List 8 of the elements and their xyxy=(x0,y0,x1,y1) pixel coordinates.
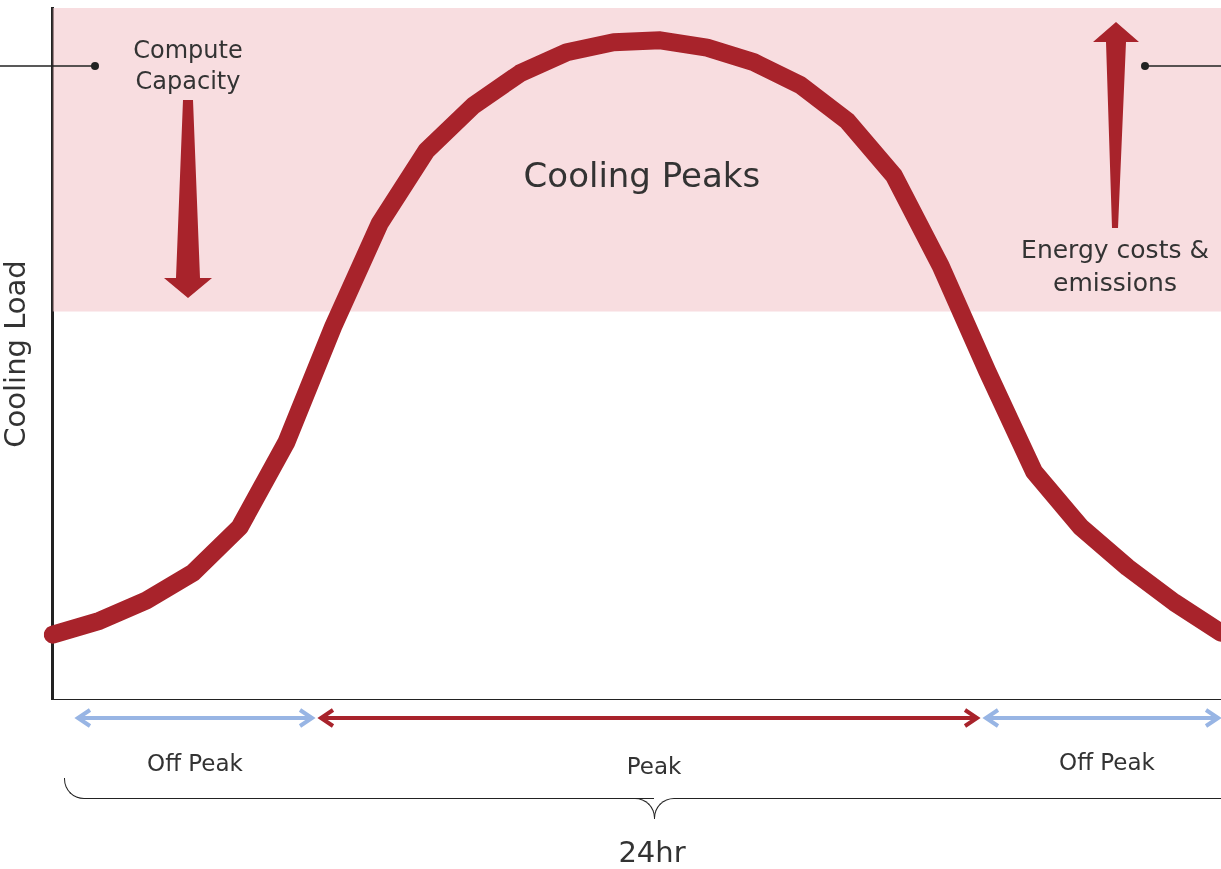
text: 24hr xyxy=(617,834,687,869)
band-label: Cooling Peaks xyxy=(523,154,761,195)
y-axis-title: Cooling Load xyxy=(0,260,32,448)
text: Off Peak xyxy=(146,749,244,779)
annotation: Compute Capacity xyxy=(132,34,244,97)
annotation: Energy costs & emissions xyxy=(1020,233,1210,298)
text: Off Peak xyxy=(1058,748,1156,778)
text: Peak xyxy=(625,752,683,782)
